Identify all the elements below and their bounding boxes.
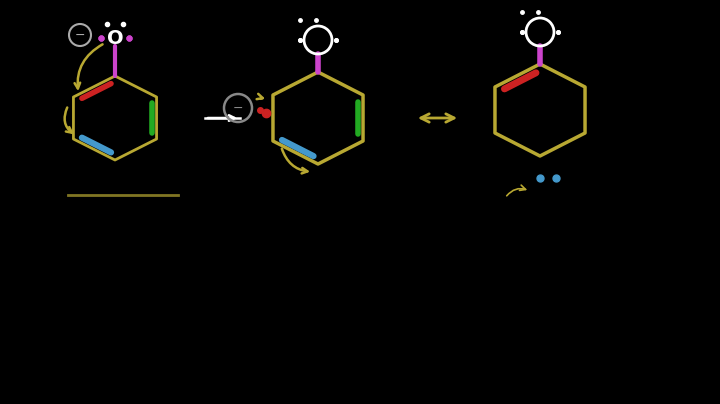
Text: −: −	[233, 101, 243, 114]
Text: O: O	[107, 29, 123, 48]
Text: −: −	[75, 29, 85, 42]
